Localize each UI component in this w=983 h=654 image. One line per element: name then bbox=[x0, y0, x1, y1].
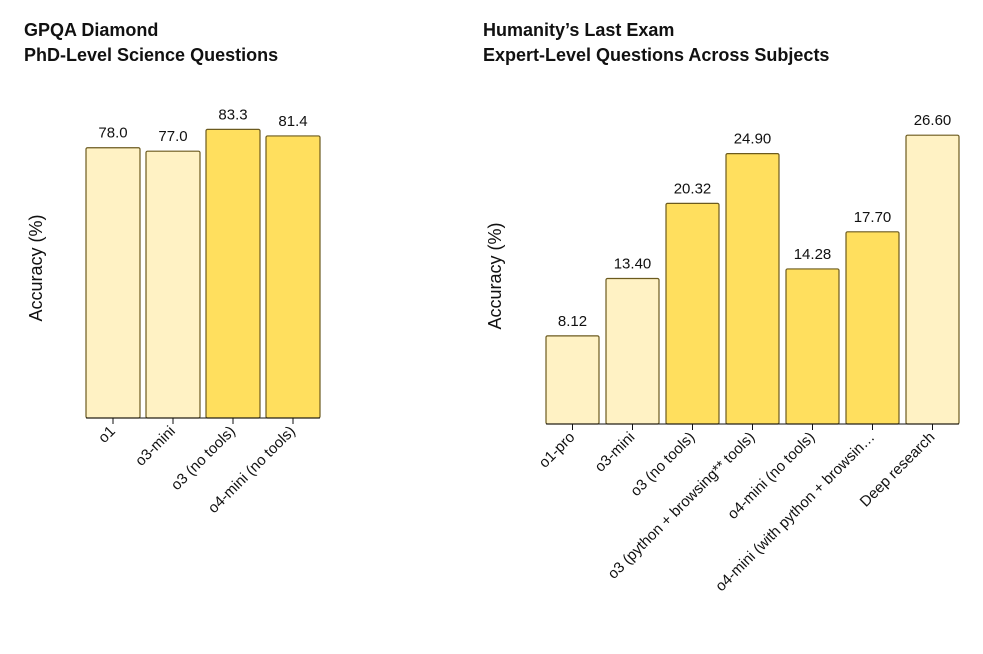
hle-value-label-6: 26.60 bbox=[914, 112, 952, 129]
gpqa-bar-3 bbox=[265, 135, 321, 419]
gpqa-chart-title: GPQA Diamond PhD-Level Science Questions bbox=[24, 18, 278, 68]
hle-bar-5 bbox=[845, 231, 900, 425]
gpqa-value-label-1: 77.0 bbox=[158, 128, 187, 145]
hle-subtitle: Expert-Level Questions Across Subjects bbox=[483, 45, 830, 65]
hle-bar-6 bbox=[905, 134, 960, 425]
hle-bar-0 bbox=[545, 335, 600, 425]
hle-bar-4 bbox=[785, 268, 840, 425]
gpqa-value-label-3: 81.4 bbox=[278, 113, 307, 130]
hle-chart: Accuracy (%) 8.12o1-pro13.40o3-mini20.32o… bbox=[485, 112, 960, 595]
hle-title: Humanity’s Last Exam bbox=[483, 20, 675, 40]
hle-bar-3 bbox=[725, 153, 780, 425]
hle-tick-label-1: o3-mini bbox=[592, 429, 639, 476]
gpqa-tick-label-0: o1 bbox=[95, 423, 119, 447]
hle-bar-1 bbox=[605, 277, 660, 425]
hle-value-label-4: 14.28 bbox=[794, 246, 832, 263]
gpqa-bar-1 bbox=[145, 150, 201, 419]
gpqa-value-label-2: 83.3 bbox=[218, 106, 247, 123]
hle-chart-title: Humanity’s Last Exam Expert-Level Questi… bbox=[483, 18, 829, 68]
hle-tick-label-0: o1-pro bbox=[536, 429, 579, 472]
gpqa-value-label-0: 78.0 bbox=[98, 125, 127, 142]
hle-value-label-5: 17.70 bbox=[854, 209, 892, 226]
hle-value-label-0: 8.12 bbox=[558, 313, 587, 330]
hle-bar-2 bbox=[665, 202, 720, 425]
gpqa-bar-0 bbox=[85, 147, 141, 419]
gpqa-tick-label-1: o3-mini bbox=[132, 423, 179, 470]
gpqa-title: GPQA Diamond bbox=[24, 20, 159, 40]
gpqa-bar-2 bbox=[205, 128, 261, 419]
gpqa-subtitle: PhD-Level Science Questions bbox=[24, 45, 279, 65]
hle-value-label-1: 13.40 bbox=[614, 256, 652, 273]
hle-value-label-2: 20.32 bbox=[674, 180, 712, 197]
hle-value-label-3: 24.90 bbox=[734, 131, 772, 148]
hle-y-axis-label: Accuracy (%) bbox=[485, 222, 505, 329]
gpqa-y-axis-label: Accuracy (%) bbox=[26, 214, 46, 321]
